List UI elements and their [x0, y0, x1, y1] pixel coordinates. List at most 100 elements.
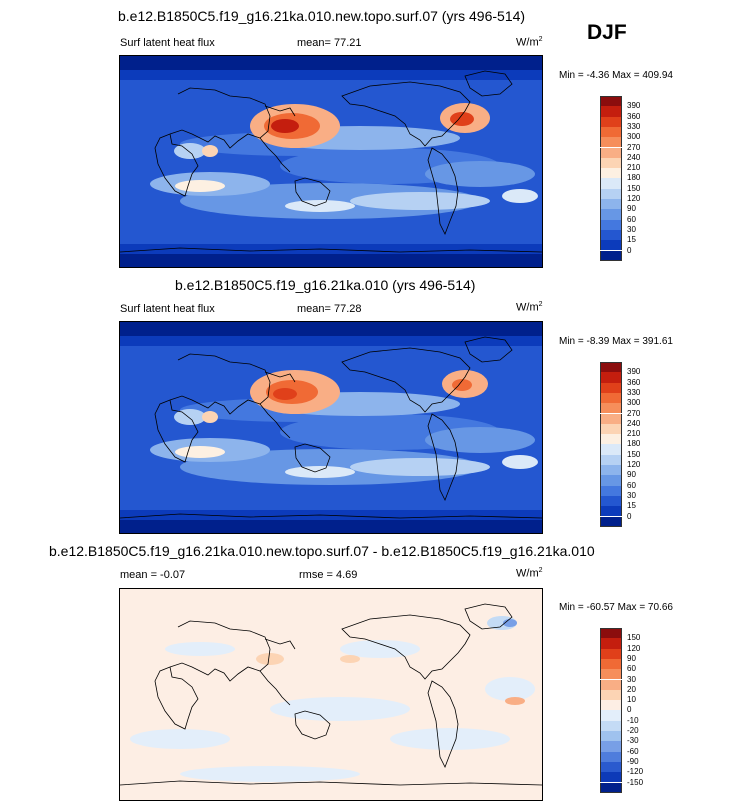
colorbar-swatch [600, 720, 622, 731]
colorbar-tick-label: -10 [627, 715, 639, 725]
colorbar-swatch [600, 178, 622, 189]
panel-3-rmse-label: rmse = 4.69 [299, 569, 358, 581]
colorbar-tick-label: 90 [627, 653, 636, 663]
panel-2-map-svg [120, 322, 542, 533]
panel-3-map-svg [120, 589, 542, 800]
colorbar-swatch [600, 106, 622, 117]
panel-2-mean-label: mean= 77.28 [297, 303, 362, 315]
panel-2-minmax: Min = -8.39 Max = 391.61 [559, 336, 673, 347]
colorbar-swatch [600, 658, 622, 670]
panel-1-colorbar: 390 360 330 300 270 240 210 180 150 120 90 60 30 15 0 [600, 96, 660, 261]
colorbar-tick-label: 210 [627, 163, 641, 173]
colorbar-tick-label: 330 [627, 121, 641, 131]
colorbar-swatch [600, 392, 622, 404]
colorbar-tick-label: 210 [627, 429, 641, 439]
colorbar-swatch [600, 126, 622, 138]
colorbar-swatch [600, 137, 622, 148]
colorbar-swatch [600, 372, 622, 383]
panel-1-title: b.e12.B1850C5.f19_g16.21ka.010.new.topo.… [118, 8, 526, 24]
colorbar-swatch [600, 423, 622, 435]
colorbar-tick-label: 150 [627, 633, 641, 643]
colorbar-swatch [600, 506, 622, 517]
panel-1-map [119, 55, 543, 268]
colorbar-swatch [600, 403, 622, 414]
colorbar-swatch [600, 679, 622, 690]
colorbar-tick-label: 60 [627, 664, 636, 674]
colorbar-tick-label: 360 [627, 377, 641, 387]
colorbar-swatch [600, 516, 622, 527]
colorbar-tick-label: 390 [627, 367, 641, 377]
colorbar-swatch [600, 96, 622, 107]
panel-3-units: W/m2 [516, 567, 543, 580]
colorbar-swatch [600, 485, 622, 496]
colorbar-tick-label: 270 [627, 408, 641, 418]
colorbar-tick-label: 120 [627, 460, 641, 469]
colorbar-swatch [600, 669, 622, 680]
panel-1-map-svg [120, 56, 542, 267]
colorbar-swatch [600, 475, 622, 486]
colorbar-swatch [600, 413, 622, 424]
colorbar-swatch [600, 782, 622, 793]
colorbar-tick-label: 90 [627, 204, 636, 214]
colorbar-swatch [600, 157, 622, 169]
colorbar-swatch [600, 229, 622, 241]
colorbar-swatch [600, 188, 622, 199]
colorbar-tick-label: 30 [627, 490, 636, 500]
colorbar-swatch [600, 741, 622, 752]
colorbar-tick-label: 120 [627, 194, 641, 203]
colorbar-tick-label: -90 [627, 756, 639, 766]
colorbar-tick-label: 10 [627, 695, 636, 705]
colorbar-tick-label: 300 [627, 132, 641, 142]
colorbar-tick-label: 150 [627, 449, 641, 459]
colorbar-tick-label: 120 [627, 643, 641, 653]
colorbar-tick-label: -120 [627, 767, 644, 777]
colorbar-tick-label: 240 [627, 418, 641, 428]
colorbar-tick-label: 20 [627, 684, 636, 694]
colorbar-swatch [600, 689, 622, 701]
colorbar-swatch [600, 209, 622, 220]
colorbar-swatch [600, 628, 622, 639]
colorbar-swatch [600, 444, 622, 455]
colorbar-swatch [600, 710, 622, 721]
panel-1-mean-label: mean= 77.21 [297, 37, 362, 49]
colorbar-tick-label: 360 [627, 111, 641, 121]
colorbar-swatch [600, 250, 622, 261]
panel-3-colorbar: 150 120 90 60 30 20 10 0 -10 -20 -30 -60 -90 -120 -150 [600, 628, 660, 793]
panel-3-mean-label: mean = -0.07 [120, 569, 186, 581]
colorbar-tick-label: -20 [627, 726, 639, 735]
colorbar-swatch [600, 116, 622, 127]
colorbar-swatch [600, 638, 622, 649]
colorbar-tick-label: 60 [627, 480, 636, 490]
panel-1-variable-label: Surf latent heat flux [120, 37, 215, 49]
panel-2-units: W/m2 [516, 301, 543, 314]
colorbar-tick-label: 0 [627, 245, 632, 255]
colorbar-swatch [600, 434, 622, 445]
colorbar-swatch [600, 454, 622, 465]
panel-2-variable-label: Surf latent heat flux [120, 303, 215, 315]
colorbar-tick-label: 0 [627, 511, 632, 521]
colorbar-tick-label: -30 [627, 736, 639, 746]
colorbar-tick-label: -150 [627, 777, 644, 787]
colorbar-swatch [600, 772, 622, 783]
colorbar-tick-label: 240 [627, 152, 641, 162]
colorbar-swatch [600, 382, 622, 393]
colorbar-tick-label: 30 [627, 224, 636, 234]
panel-1-minmax: Min = -4.36 Max = 409.94 [559, 70, 673, 81]
colorbar-tick-label: 300 [627, 398, 641, 408]
panel-3-title: b.e12.B1850C5.f19_g16.21ka.010.new.topo.… [49, 543, 595, 559]
colorbar-swatch [600, 219, 622, 230]
colorbar-tick-label: -60 [627, 746, 639, 756]
colorbar-swatch [600, 751, 622, 762]
colorbar-swatch [600, 700, 622, 711]
panel-2-map [119, 321, 543, 534]
colorbar-tick-label: 180 [627, 173, 641, 183]
colorbar-tick-label: 180 [627, 439, 641, 449]
colorbar-swatch [600, 147, 622, 158]
colorbar-swatch [600, 362, 622, 373]
panel-3-map [119, 588, 543, 801]
colorbar-swatch [600, 465, 622, 476]
panel-1-units: W/m2 [516, 36, 543, 49]
colorbar-swatch [600, 495, 622, 507]
panel-2-title: b.e12.B1850C5.f19_g16.21ka.010 (yrs 496-… [175, 277, 476, 293]
colorbar-tick-label: 60 [627, 214, 636, 224]
